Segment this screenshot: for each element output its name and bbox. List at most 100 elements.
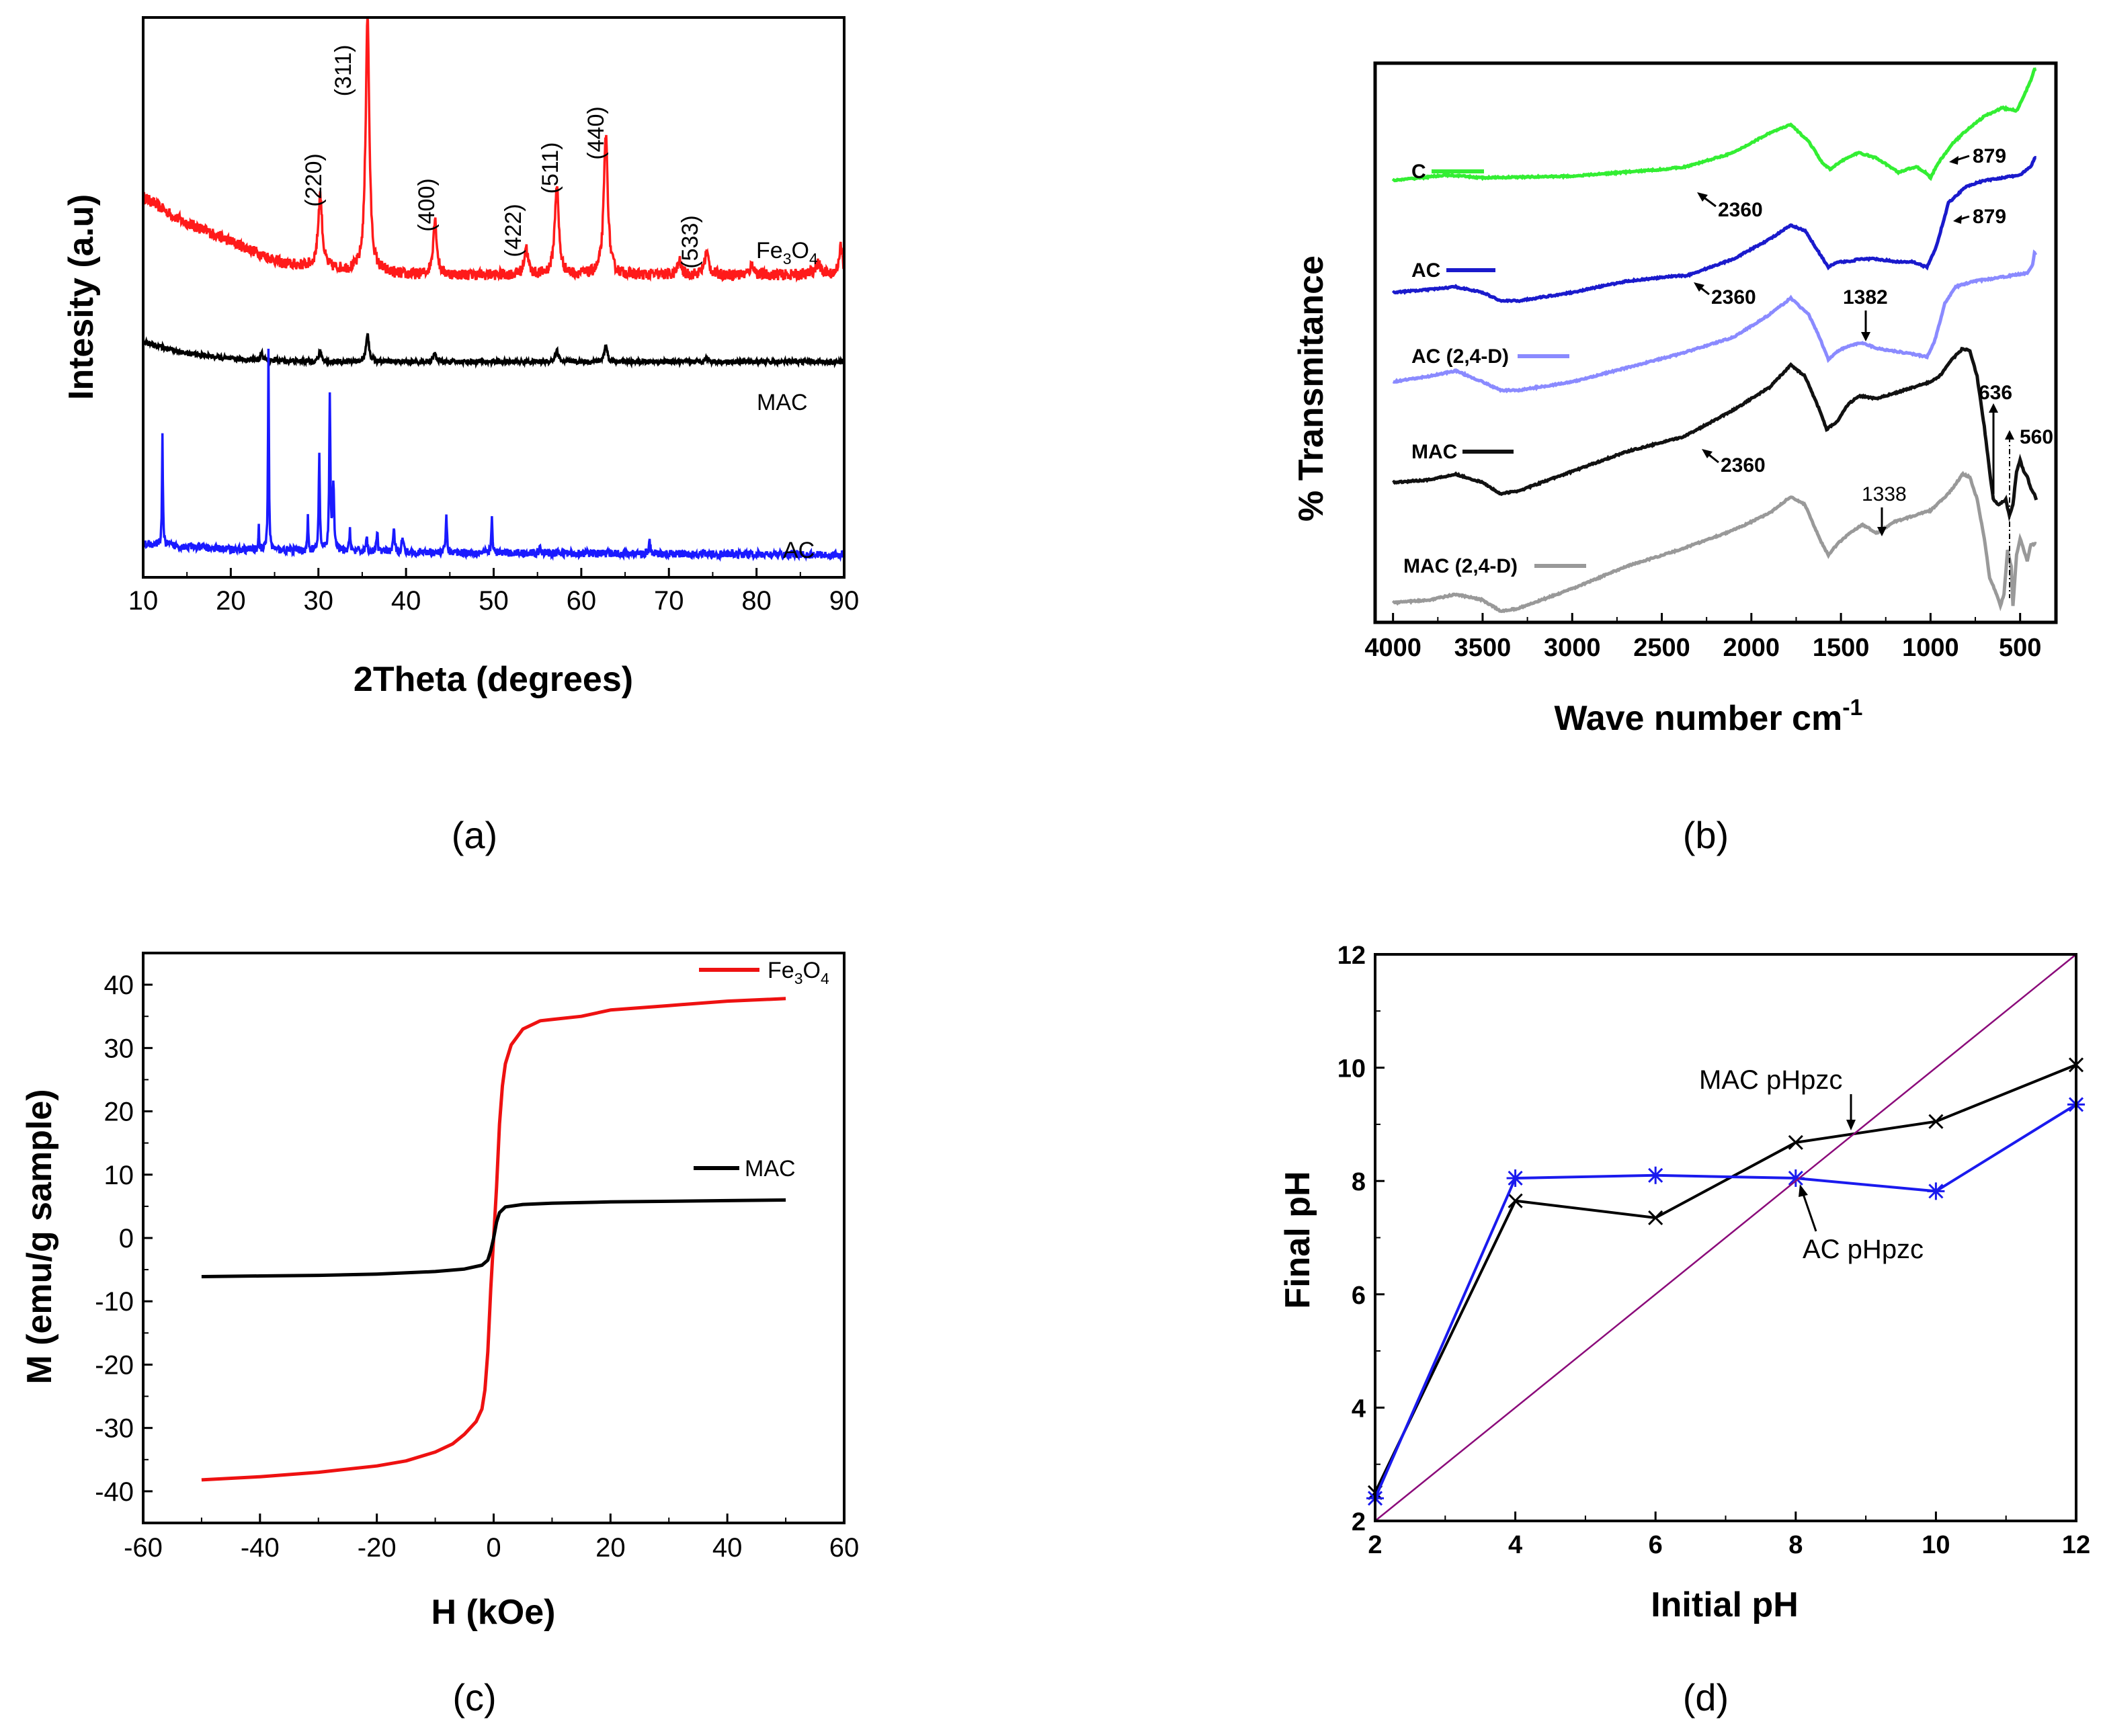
a-xtick-label: 20 (216, 586, 246, 616)
annotation-b-1338: 1338 (1862, 483, 1907, 536)
d-ytick-label: 2 (1352, 1508, 1366, 1536)
panel-a-label: (a) (452, 814, 497, 856)
panel-a-ylabel: Intesity (a.u) (62, 194, 101, 400)
panel-b-frame (1373, 61, 2058, 624)
peak-label-422: (422) (501, 204, 526, 257)
a-xtick-label: 80 (741, 586, 772, 616)
c-ytick-label: 30 (104, 1034, 134, 1063)
a-xtick-label: 10 (128, 586, 159, 616)
ph-marker-mac (1648, 1210, 1663, 1226)
panel-a-frame (142, 16, 846, 579)
c-ytick-label: 10 (104, 1161, 134, 1190)
a-xtick-label: 70 (654, 586, 684, 616)
panel-c-yticks: -40 -30 -20 -10 0 10 20 30 40 (95, 970, 153, 1507)
panel-c-xticks: -60 -40 -20 0 20 40 60 (124, 1514, 859, 1563)
a-xtick-label: 50 (479, 586, 509, 616)
a-xtick-label: 40 (391, 586, 421, 616)
svg-text:C: C (1411, 161, 1426, 183)
svg-text:560: 560 (2020, 426, 2053, 448)
ph-marker-mac (1788, 1134, 1803, 1150)
xrd-line-fe3o4 (142, 17, 846, 283)
c-ytick-label: 40 (104, 970, 134, 1000)
panel-d-xticks: 2 4 6 8 10 12 (1368, 1512, 2090, 1559)
svg-text:Fe3O4: Fe3O4 (768, 958, 829, 987)
annotation-b-879-top: 879 (1949, 145, 2006, 167)
c-ytick-label: -10 (95, 1287, 134, 1317)
d-xtick-label: 6 (1649, 1531, 1663, 1559)
legend-c-fe3o4: Fe3O4 (699, 958, 829, 987)
panel-b-series (1391, 67, 2038, 614)
ftir-line-ac-2-4-d- (1392, 249, 2038, 394)
b-xtick-label: 1500 (1813, 634, 1870, 662)
b-xtick-label: 3000 (1544, 634, 1601, 662)
panel-c-xlabel: H (kOe) (431, 1593, 556, 1632)
c-ytick-label: 0 (119, 1224, 134, 1253)
d-ytick-label: 10 (1337, 1055, 1366, 1083)
annotation-b-1382: 1382 (1843, 286, 1888, 341)
peak-label-311: (311) (331, 45, 356, 97)
svg-text:AC pHpzc: AC pHpzc (1803, 1235, 1924, 1264)
panel-d-yticks: 2 4 6 8 10 12 (1337, 942, 1385, 1536)
annotation-d-mac-pHpzc: MAC pHpzc (1699, 1065, 1856, 1130)
ph-line-y-x (1374, 954, 2077, 1522)
svg-text:2360: 2360 (1711, 286, 1756, 308)
panel-b-ylabel: % Transmitance (1292, 255, 1331, 522)
svg-text:MAC: MAC (1411, 441, 1457, 463)
ph-marker-ac (1786, 1169, 1805, 1187)
d-xtick-label: 8 (1788, 1531, 1803, 1559)
peak-label-400: (400) (414, 178, 440, 231)
legend-a-mac: MAC (757, 390, 808, 415)
annotation-b-879-mid: 879 (1953, 206, 2006, 228)
ph-line-mac (1374, 1063, 2077, 1493)
annotation-d-ac-pHpzc: AC pHpzc (1799, 1184, 1924, 1264)
legend-b-mac24d: MAC (2,4-D) (1403, 555, 1586, 577)
svg-text:AC: AC (1411, 259, 1440, 282)
annotation-b-2360-c: 2360 (1697, 192, 1763, 221)
panel-d: 2 4 6 8 10 12 2 4 6 8 10 12 Initial pH Final pH (d… (1278, 942, 2090, 1719)
svg-text:1338: 1338 (1862, 483, 1907, 505)
panel-b: 4000 3500 3000 2500 2000 1500 1000 500 Wave num… (1292, 61, 2058, 856)
legend-a-fe3o4: Fe3O4 (756, 238, 818, 267)
svg-text:2360: 2360 (1718, 199, 1763, 221)
panel-a-xticks: 10 20 30 40 50 60 70 80 90 (128, 568, 860, 616)
d-ytick-label: 4 (1352, 1395, 1366, 1423)
panel-d-label: (d) (1683, 1676, 1729, 1719)
panel-d-xlabel: Initial pH (1651, 1585, 1799, 1624)
annotation-b-560: 560 (2005, 426, 2053, 598)
b-xtick-label: 500 (1999, 634, 2041, 662)
c-xtick-label: 20 (595, 1533, 626, 1563)
ph-marker-mac (1508, 1193, 1523, 1208)
svg-text:1382: 1382 (1843, 286, 1888, 308)
ftir-line-mac (1392, 346, 2038, 522)
c-ytick-label: -40 (95, 1477, 134, 1507)
a-xtick-label: 60 (567, 586, 597, 616)
d-ytick-label: 6 (1352, 1282, 1366, 1310)
ftir-line-c (1391, 67, 2037, 183)
a-xtick-label: 90 (829, 586, 860, 616)
b-xtick-label: 3500 (1454, 634, 1512, 662)
svg-text:2360: 2360 (1721, 454, 1766, 477)
legend-b-ac: AC (1411, 259, 1495, 282)
d-xtick-label: 10 (1922, 1531, 1950, 1559)
d-xtick-label: 4 (1508, 1531, 1522, 1559)
panel-c-label: (c) (452, 1676, 496, 1719)
svg-text:AC (2,4-D): AC (2,4-D) (1411, 345, 1509, 368)
c-ytick-label: 20 (104, 1098, 134, 1127)
svg-text:879: 879 (1973, 206, 2006, 228)
ph-marker-mac (1928, 1114, 1944, 1129)
annotation-b-2360-ac: 2360 (1694, 282, 1756, 308)
c-ytick-label: -30 (95, 1414, 134, 1444)
d-ytick-label: 8 (1352, 1168, 1366, 1196)
b-xtick-label: 1000 (1902, 634, 1959, 662)
ftir-line-mac-2-4-d- (1391, 470, 2037, 614)
panel-b-label: (b) (1683, 814, 1729, 856)
ph-marker-ac (1647, 1166, 1665, 1184)
legend-b-mac: MAC (1411, 441, 1514, 463)
peak-label-440: (440) (583, 106, 609, 159)
svg-text:MAC pHpzc: MAC pHpzc (1699, 1065, 1842, 1095)
panel-a: 10 20 30 40 50 60 70 80 90 2Theta (degrees) Inte… (62, 16, 860, 856)
svg-text:MAC (2,4-D): MAC (2,4-D) (1403, 555, 1518, 577)
ftir-line-ac (1391, 156, 2036, 304)
legend-b-c: C (1411, 161, 1484, 183)
